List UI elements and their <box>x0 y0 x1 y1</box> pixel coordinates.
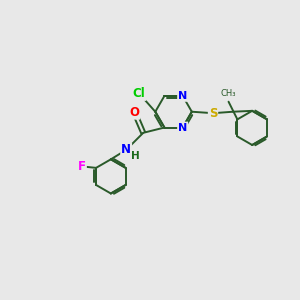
Text: O: O <box>129 106 140 119</box>
Text: H: H <box>131 152 140 161</box>
Text: S: S <box>209 107 217 120</box>
Text: N: N <box>121 143 131 156</box>
Text: CH₃: CH₃ <box>221 89 236 98</box>
Text: Cl: Cl <box>133 87 146 100</box>
Text: N: N <box>178 91 187 101</box>
Text: F: F <box>78 160 86 173</box>
Text: N: N <box>178 122 187 133</box>
